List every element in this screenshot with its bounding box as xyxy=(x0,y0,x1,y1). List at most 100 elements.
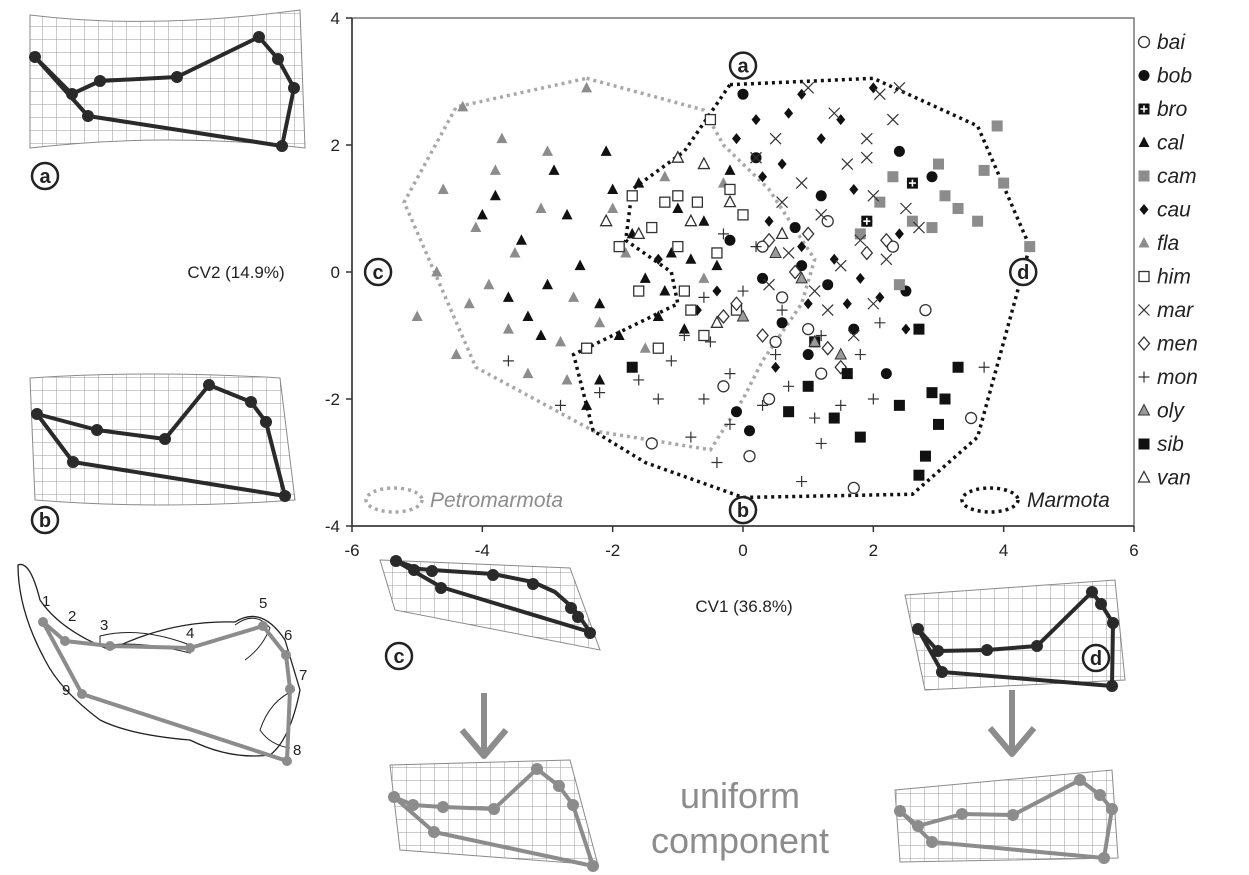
point-fla xyxy=(509,246,521,258)
point-cal xyxy=(652,310,664,321)
data-points xyxy=(411,81,1036,495)
point-cam xyxy=(972,215,984,227)
point-oly xyxy=(795,271,808,284)
landmark-dot xyxy=(932,645,944,657)
point-mon xyxy=(698,291,710,303)
landmark-dot xyxy=(981,644,993,656)
point-fla xyxy=(483,278,495,290)
point-cau xyxy=(868,82,878,94)
point-mon xyxy=(633,374,645,386)
point-him xyxy=(633,285,645,297)
point-cal xyxy=(542,278,553,290)
point-bai xyxy=(717,380,730,393)
point-mon xyxy=(724,368,736,380)
point-cau xyxy=(751,114,761,126)
point-cau xyxy=(855,272,865,284)
point-fla xyxy=(639,342,651,353)
landmark-dot xyxy=(1106,680,1118,692)
landmark-dot xyxy=(912,623,924,635)
point-cau xyxy=(797,88,807,100)
point-mon xyxy=(555,399,567,411)
landmark-dot xyxy=(565,602,577,614)
point-mar xyxy=(873,88,886,101)
point-him xyxy=(698,329,710,342)
point-bob xyxy=(724,234,736,246)
point-mar xyxy=(821,304,834,317)
point-cal xyxy=(600,145,612,156)
point-cal xyxy=(594,297,606,309)
uniform-grid-d xyxy=(894,769,1119,864)
landmark-dot xyxy=(527,578,539,590)
landmark-dot xyxy=(926,836,938,848)
point-mon xyxy=(874,317,886,329)
point-mar xyxy=(815,208,828,221)
point-cau xyxy=(712,285,722,297)
legend-item-bai: bai xyxy=(1137,31,1186,54)
point-cau xyxy=(849,183,859,195)
point-cam xyxy=(952,203,964,214)
point-cal xyxy=(678,323,690,334)
point-fla xyxy=(620,246,632,258)
point-fla xyxy=(581,81,593,93)
point-bob xyxy=(737,88,749,100)
point-van xyxy=(775,226,789,240)
circled-label-c-below-text: c xyxy=(393,646,404,668)
point-him xyxy=(685,304,697,316)
landmark-dot xyxy=(572,611,584,623)
point-mon xyxy=(717,228,729,240)
point-mar xyxy=(802,81,815,94)
x-tick-label: -6 xyxy=(344,541,359,560)
point-bai xyxy=(919,303,932,317)
landmark-dot xyxy=(159,433,171,445)
landmark-number: 8 xyxy=(293,742,301,759)
point-mon xyxy=(665,355,677,367)
point-him xyxy=(659,196,671,208)
point-men xyxy=(801,226,815,242)
landmark-dot xyxy=(31,408,43,420)
point-cal xyxy=(639,272,651,283)
point-sib xyxy=(626,361,638,373)
point-mar xyxy=(834,259,847,272)
petromarmota-legend-swatch xyxy=(364,486,424,514)
landmark-number: 6 xyxy=(284,627,292,644)
point-cau xyxy=(803,298,813,310)
landmark-outline xyxy=(898,778,1114,860)
point-mar xyxy=(854,234,867,247)
point-bob xyxy=(789,222,801,234)
x-tick-label: 4 xyxy=(999,541,1008,560)
point-mar xyxy=(860,151,873,164)
point-mar xyxy=(867,189,880,202)
legend-marker xyxy=(1138,136,1150,147)
circled-label-d-below-text: d xyxy=(1090,648,1102,670)
mandible-landmark-diagram: 1 2 3 4 5 6 7 8 9 xyxy=(17,563,307,766)
point-mon xyxy=(796,476,808,488)
angular-outline xyxy=(259,689,296,749)
circled-label-b-text: b xyxy=(39,510,51,532)
point-mon xyxy=(750,241,762,253)
legend-marker xyxy=(1138,103,1150,115)
point-him xyxy=(580,342,593,354)
legend-label: men xyxy=(1157,333,1198,356)
point-sib xyxy=(854,431,866,443)
point-mar xyxy=(841,158,854,170)
landmark-dot xyxy=(428,826,440,838)
point-cal xyxy=(489,189,501,201)
point-fla xyxy=(463,297,475,309)
legend-item-cam: cam xyxy=(1138,165,1197,188)
point-cal xyxy=(594,373,606,385)
landmark-dot xyxy=(1007,809,1019,821)
landmark-outline xyxy=(41,620,292,763)
point-bai xyxy=(762,392,776,406)
uniform-grid-c xyxy=(388,759,599,872)
y-axis-title: CV2 (14.9%) xyxy=(187,263,284,282)
circled-label-a xyxy=(30,161,60,191)
landmark-dot xyxy=(407,799,419,811)
point-cal xyxy=(665,246,677,258)
point-mar xyxy=(795,177,808,190)
point-fla xyxy=(659,170,671,182)
point-him xyxy=(672,190,684,202)
point-fla xyxy=(431,266,443,277)
point-cam xyxy=(926,222,938,234)
landmark-dot xyxy=(426,565,438,577)
